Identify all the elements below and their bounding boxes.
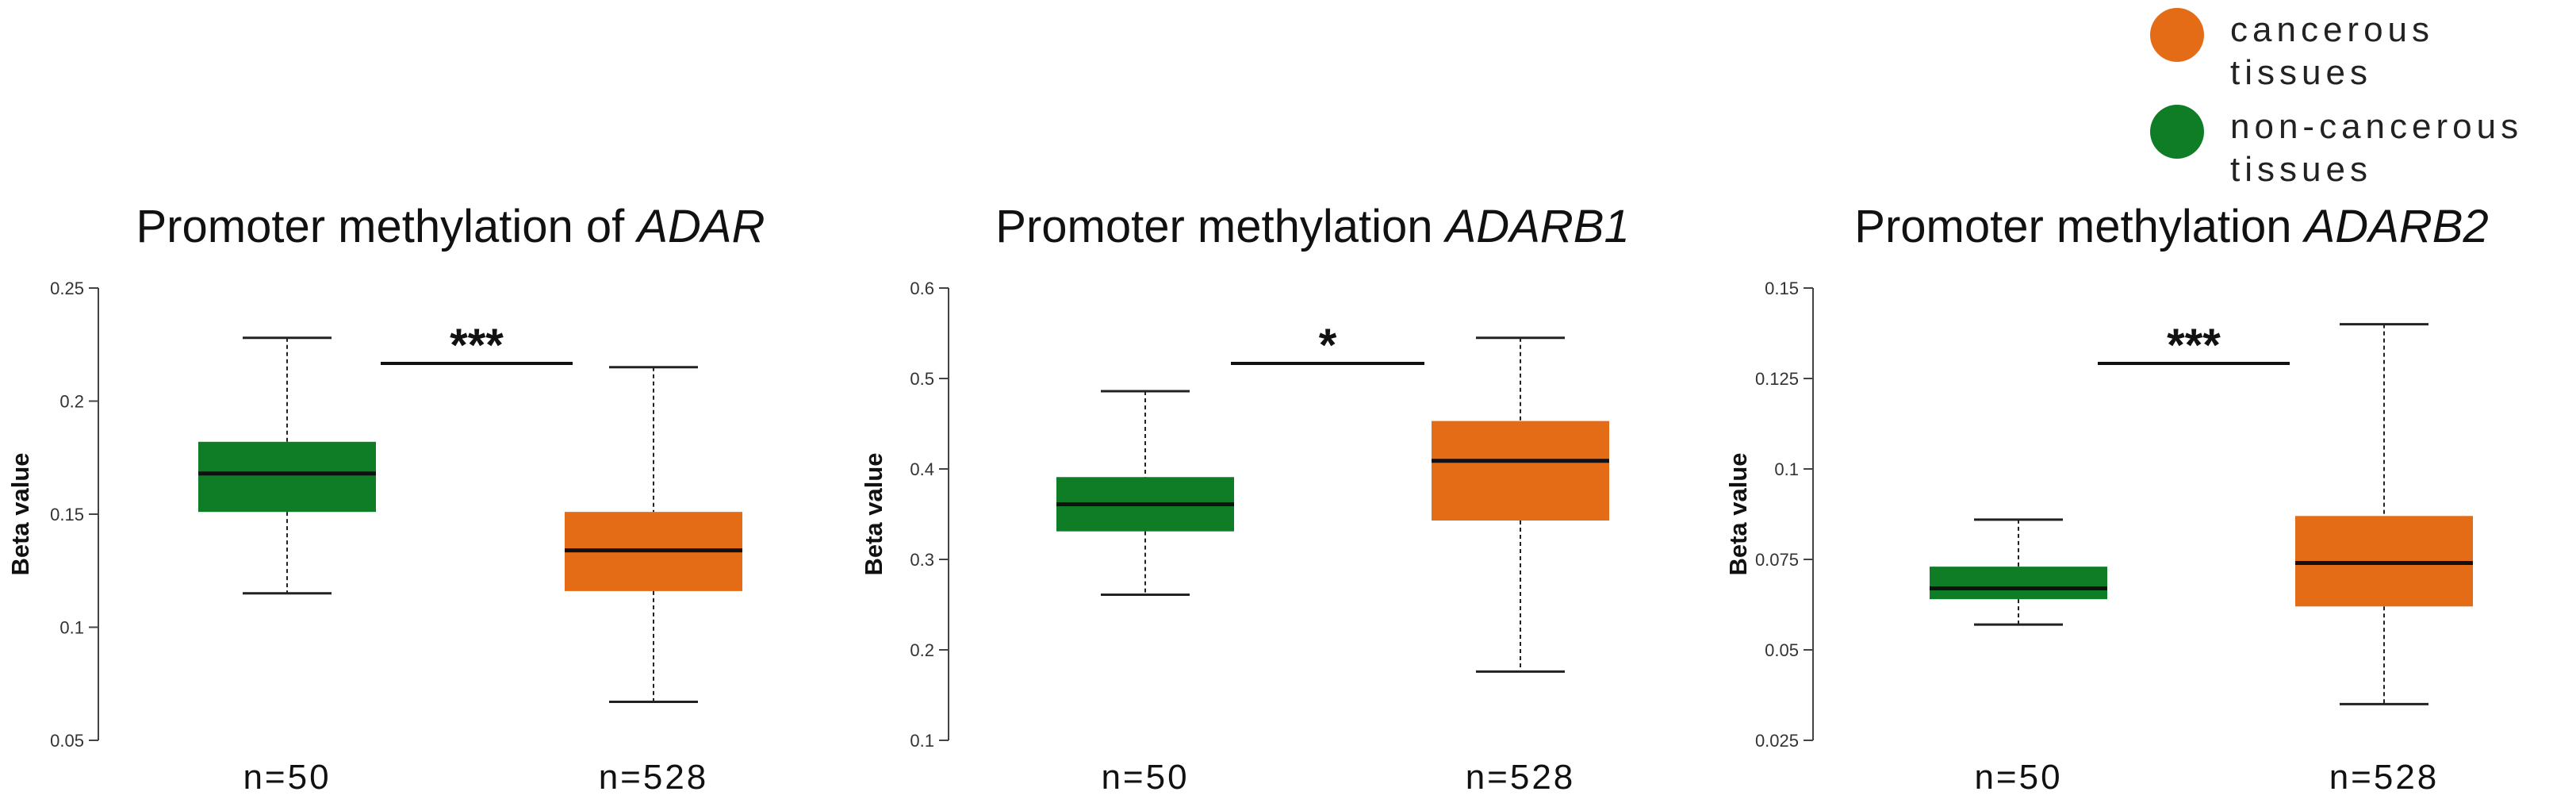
chart-panel-3: Promoter methylation ADARB2 0.025 0.05 0.07… (1724, 201, 2489, 797)
iqr-box (198, 441, 376, 513)
legend-label-line: tissues (2230, 53, 2372, 92)
y-tick-label: 0.125 (1755, 369, 1799, 389)
y-axis-label: Beta value (1724, 452, 1752, 575)
group-label: n=528 (599, 758, 709, 797)
legend-label-line: tissues (2230, 150, 2372, 189)
y-tick-label: 0.15 (50, 505, 84, 524)
chart-title: Promoter methylation of ADAR (136, 201, 765, 252)
box-group-2: n=528 (2295, 323, 2473, 797)
chart-title-prefix: Promoter methylation (995, 201, 1445, 252)
chart-title-gene: ADARB2 (2302, 201, 2489, 252)
legend-label-line: non-cancerous (2230, 107, 2523, 146)
significance-marker: *** (2167, 320, 2221, 371)
legend: cancerous tissues non-cancerous tissues (2150, 8, 2523, 189)
chart-title: Promoter methylation ADARB2 (1854, 201, 2488, 252)
box-group-1: n=50 (1930, 518, 2107, 797)
y-tick-label: 0.1 (1774, 459, 1799, 479)
y-axis-label: Beta value (860, 452, 887, 575)
y-axis-label: Beta value (6, 452, 34, 575)
y-tick-label: 0.6 (910, 279, 934, 298)
y-tick-label: 0.5 (910, 369, 934, 389)
y-tick-label: 0.2 (59, 392, 84, 412)
group-label: n=50 (1974, 758, 2062, 797)
group-label: n=50 (1101, 758, 1189, 797)
legend-swatch-0 (2150, 8, 2204, 62)
box-group-1: n=50 (198, 336, 376, 797)
box-group-2: n=528 (1432, 336, 1609, 797)
box-group-2: n=528 (565, 366, 742, 797)
group-label: n=528 (2329, 758, 2440, 797)
chart-title-gene: ADARB1 (1443, 201, 1630, 252)
significance-marker: *** (450, 320, 504, 371)
legend-label-1: non-cancerous tissues (2230, 107, 2523, 189)
y-tick-label: 0.075 (1755, 550, 1799, 570)
significance-marker: * (1319, 320, 1337, 371)
iqr-box (1432, 421, 1609, 521)
chart-title-prefix: Promoter methylation of (136, 201, 638, 252)
chart-title: Promoter methylation ADARB1 (995, 201, 1629, 252)
y-tick-label: 0.1 (59, 618, 84, 638)
chart-panels: Promoter methylation of ADAR 0.05 0.1 0.15 0… (6, 201, 2489, 797)
group-label: n=50 (243, 758, 331, 797)
legend-label-line: cancerous (2230, 10, 2434, 49)
chart-panel-1: Promoter methylation of ADAR 0.05 0.1 0.15 0… (6, 201, 765, 797)
group-label: n=528 (1466, 758, 1576, 797)
y-tick-label: 0.25 (50, 279, 84, 298)
y-tick-label: 0.4 (910, 459, 934, 479)
box-group-1: n=50 (1056, 390, 1234, 797)
y-tick-label: 0.2 (910, 640, 934, 660)
y-tick-label: 0.05 (50, 731, 84, 751)
y-tick-label: 0.025 (1755, 731, 1799, 751)
legend-swatch-1 (2150, 105, 2204, 159)
y-tick-label: 0.3 (910, 550, 934, 570)
y-tick-label: 0.1 (910, 731, 934, 751)
y-tick-label: 0.15 (1765, 279, 1799, 298)
y-tick-label: 0.05 (1765, 640, 1799, 660)
iqr-box (1930, 567, 2107, 600)
legend-label-0: cancerous tissues (2230, 10, 2434, 92)
chart-title-gene: ADAR (634, 201, 765, 252)
chart-panel-2: Promoter methylation ADARB1 0.1 0.2 0.3 0.4 0… (860, 201, 1630, 797)
chart-title-prefix: Promoter methylation (1854, 201, 2304, 252)
